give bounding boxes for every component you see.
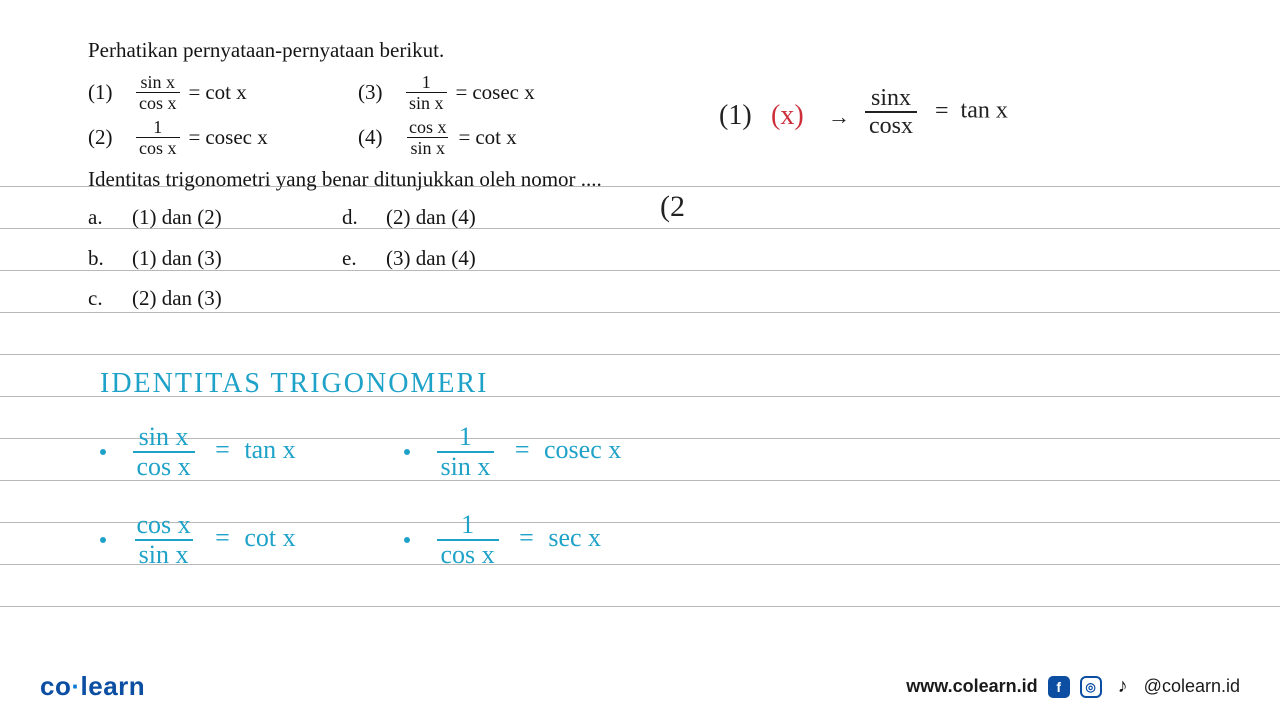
- annot-heading: IDENTITAS TRIGONOMERI: [100, 368, 488, 400]
- annot-id-3: 1sin x = cosec x: [404, 424, 621, 480]
- annot-mark-x: (x): [771, 100, 804, 132]
- annot-frac-correction: sinxcosx = tan x: [859, 86, 1008, 138]
- annot-id-1: sin xcos x = tan x: [100, 424, 296, 480]
- footer-handle[interactable]: @colearn.id: [1144, 676, 1240, 697]
- footer-url[interactable]: www.colearn.id: [906, 676, 1037, 697]
- footer-links: www.colearn.id f ◎ ♪ @colearn.id: [906, 676, 1240, 698]
- statement-1: (1) sin x cos x = cot x: [88, 73, 358, 112]
- tiktok-icon[interactable]: ♪: [1112, 676, 1134, 698]
- bullet-icon: [100, 449, 106, 455]
- bullet-icon: [100, 537, 106, 543]
- footer: co·learn www.colearn.id f ◎ ♪ @colearn.i…: [0, 671, 1280, 702]
- annot-id-2: cos xsin x = cot x: [100, 512, 296, 568]
- facebook-icon[interactable]: f: [1048, 676, 1070, 698]
- statement-3: (3) 1 sin x = cosec x: [358, 73, 535, 112]
- bullet-icon: [404, 449, 410, 455]
- intro-text: Perhatikan pernyataan-pernyataan berikut…: [88, 34, 1280, 67]
- page: Perhatikan pernyataan-pernyataan berikut…: [0, 0, 1280, 315]
- statement-2: (2) 1 cos x = cosec x: [88, 118, 358, 157]
- option-row-c: c. (2) dan (3): [88, 282, 1280, 315]
- instagram-icon[interactable]: ◎: [1080, 676, 1102, 698]
- statement-4: (4) cos x sin x = cot x: [358, 118, 517, 157]
- annot-label-1: (1): [719, 100, 752, 132]
- annot-partial-2: (2: [660, 190, 685, 224]
- annot-arrow: →: [828, 104, 850, 130]
- option-row-be: b. (1) dan (3) e. (3) dan (4): [88, 242, 1280, 275]
- bullet-icon: [404, 537, 410, 543]
- logo: co·learn: [40, 671, 145, 702]
- annot-id-4: 1cos x = sec x: [404, 512, 601, 568]
